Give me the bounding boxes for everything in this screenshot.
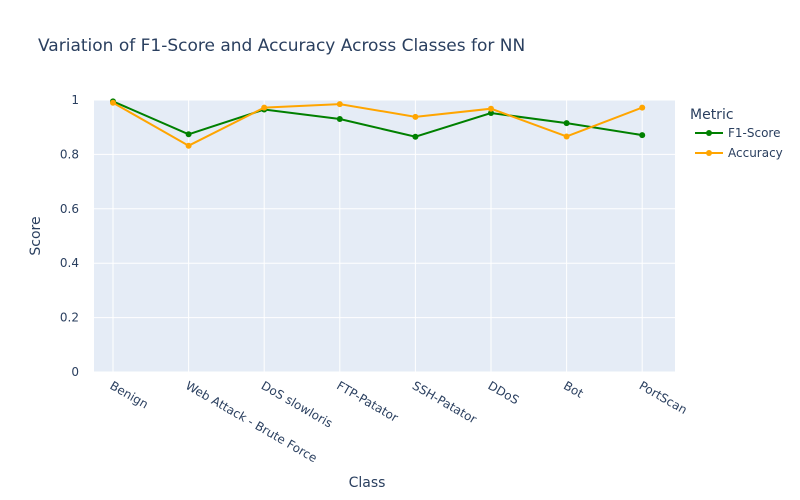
x-axis-title: Class bbox=[349, 475, 386, 491]
x-tick-label: Benign bbox=[108, 378, 151, 411]
legend-item[interactable]: F1-Score bbox=[695, 126, 780, 140]
data-point[interactable] bbox=[336, 116, 343, 123]
data-point[interactable] bbox=[412, 133, 419, 140]
y-tick-labels: 0 0.2 0.4 0.6 0.8 1 bbox=[60, 93, 79, 379]
y-tick-label: 0.8 bbox=[60, 147, 79, 161]
legend-marker bbox=[706, 130, 712, 136]
data-point[interactable] bbox=[110, 99, 116, 106]
x-tick-label: DDoS bbox=[486, 378, 522, 407]
legend-marker bbox=[706, 150, 712, 156]
chart-title: Variation of F1-Score and Accuracy Acros… bbox=[38, 36, 525, 56]
x-tick-label: Web Attack - Brute Force bbox=[183, 378, 319, 465]
legend-label: F1-Score bbox=[728, 126, 780, 140]
y-tick-label: 1 bbox=[71, 93, 79, 107]
data-point[interactable] bbox=[639, 132, 646, 139]
series-line bbox=[112, 100, 643, 138]
series-layer bbox=[110, 98, 646, 149]
y-tick-label: 0.4 bbox=[60, 256, 79, 270]
data-point[interactable] bbox=[488, 105, 494, 112]
x-tick-label: PortScan bbox=[637, 378, 690, 417]
data-point[interactable] bbox=[563, 133, 570, 140]
x-tick-label: Bot bbox=[561, 378, 586, 400]
y-tick-label: 0.6 bbox=[60, 202, 79, 216]
series-accuracy bbox=[110, 99, 646, 149]
x-tick-label: DoS slowloris bbox=[259, 378, 335, 430]
data-point[interactable] bbox=[261, 104, 268, 111]
legend[interactable]: Metric F1-Score Accuracy bbox=[690, 107, 783, 160]
data-point[interactable] bbox=[185, 131, 192, 138]
data-point[interactable] bbox=[488, 110, 494, 117]
y-axis-title: Score bbox=[28, 216, 44, 255]
data-point[interactable] bbox=[639, 104, 646, 111]
data-point[interactable] bbox=[563, 120, 570, 127]
data-point[interactable] bbox=[185, 142, 192, 149]
y-tick-label: 0.2 bbox=[60, 311, 79, 325]
series-line bbox=[112, 101, 643, 147]
legend-item[interactable]: Accuracy bbox=[695, 146, 783, 160]
legend-label: Accuracy bbox=[728, 146, 783, 160]
x-tick-label: SSH-Patator bbox=[410, 378, 479, 426]
data-point[interactable] bbox=[336, 101, 343, 108]
data-point[interactable] bbox=[412, 113, 419, 120]
x-tick-label: FTP-Patator bbox=[334, 378, 400, 424]
y-tick-label: 0 bbox=[71, 365, 79, 379]
legend-title: Metric bbox=[690, 107, 734, 123]
